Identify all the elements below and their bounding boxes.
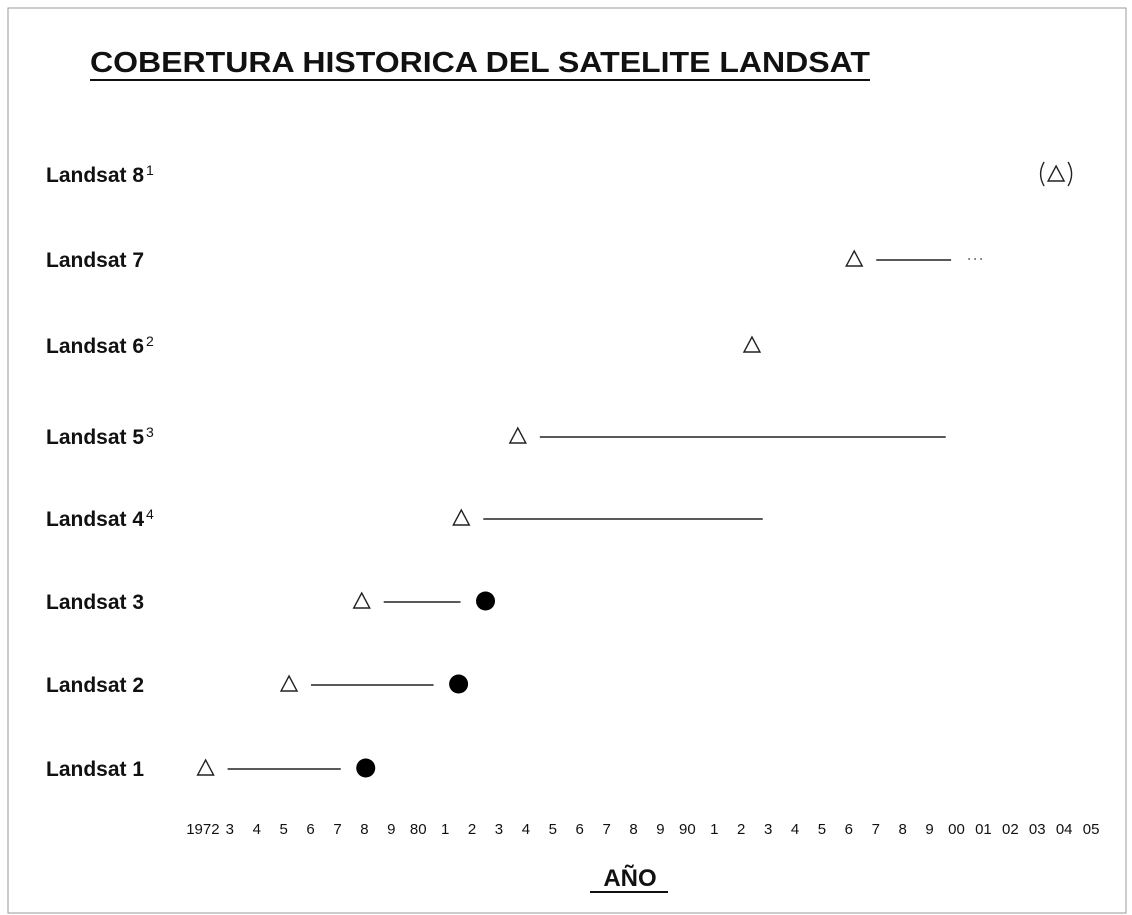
launch-marker: [1046, 164, 1066, 182]
chart-title: COBERTURA HISTORICA DEL SATELITE LANDSAT: [90, 47, 870, 79]
series-name: Landsat 4: [46, 508, 144, 531]
x-tick-label: 8: [360, 821, 368, 838]
footnote-mark: 4: [146, 506, 154, 522]
series-name: Landsat 6: [46, 335, 144, 358]
end-marker: [476, 591, 496, 611]
x-tick-label: 3: [764, 821, 772, 838]
x-tick-label: 1: [441, 821, 449, 838]
x-tick-label: 4: [253, 821, 261, 838]
launch-marker: [508, 426, 527, 444]
x-tick-label: 8: [629, 821, 637, 838]
continuation-dot: [980, 258, 983, 260]
x-tick-label: 3: [226, 821, 234, 838]
x-tick-label: 04: [1056, 821, 1073, 838]
x-tick-label: 03: [1029, 821, 1046, 838]
x-tick-label: 9: [387, 821, 395, 838]
launch-marker: [452, 508, 471, 526]
x-tick-label: 00: [948, 821, 965, 838]
series-name: Landsat 2: [46, 674, 144, 697]
x-axis-label: AÑO: [603, 864, 656, 892]
paren: [1039, 161, 1045, 187]
launch-marker: [352, 591, 371, 609]
series-name: Landsat 1: [46, 758, 144, 781]
x-tick-label: 2: [468, 821, 476, 838]
continuation-dot: [968, 258, 971, 260]
row-label: Landsat 2: [46, 674, 144, 697]
footnote-mark: 1: [146, 162, 154, 178]
x-tick-label: 1972: [186, 821, 219, 838]
x-tick-label: 9: [656, 821, 664, 838]
footnote-mark: 3: [146, 424, 154, 440]
x-tick-label: 8: [899, 821, 907, 838]
x-tick-label: 80: [410, 821, 427, 838]
launch-marker: [196, 758, 215, 776]
x-tick-label: 7: [602, 821, 610, 838]
x-tick-label: 7: [333, 821, 341, 838]
launch-marker: [742, 335, 762, 353]
row-label: Landsat 1: [46, 758, 144, 781]
x-tick-label: 7: [872, 821, 880, 838]
x-tick-label: 6: [306, 821, 314, 838]
footnote-mark: 2: [146, 333, 154, 349]
x-tick-label: 5: [549, 821, 557, 838]
x-tick-label: 2: [737, 821, 745, 838]
x-tick-label: 02: [1002, 821, 1019, 838]
end-marker: [449, 674, 469, 694]
paren: [1067, 161, 1073, 187]
x-tick-label: 05: [1083, 821, 1100, 838]
series-name: Landsat 3: [46, 591, 144, 614]
x-tick-label: 9: [925, 821, 933, 838]
x-tick-label: 5: [818, 821, 826, 838]
series-name: Landsat 5: [46, 426, 144, 449]
x-tick-label: 6: [845, 821, 853, 838]
row-label: Landsat 7: [46, 249, 144, 272]
x-tick-label: 1: [710, 821, 718, 838]
row-label: Landsat 3: [46, 591, 144, 614]
frame: [7, 7, 1127, 914]
x-tick-label: 01: [975, 821, 992, 838]
x-tick-label: 90: [679, 821, 696, 838]
continuation-dot: [974, 258, 977, 260]
x-tick-label: 4: [791, 821, 799, 838]
launch-marker: [279, 674, 299, 692]
x-tick-label: 3: [495, 821, 503, 838]
end-marker: [356, 758, 376, 778]
launch-marker: [845, 249, 864, 267]
x-tick-label: 6: [576, 821, 584, 838]
x-tick-label: 5: [279, 821, 287, 838]
series-name: Landsat 7: [46, 249, 144, 272]
x-tick-label: 4: [522, 821, 530, 838]
series-name: Landsat 8: [46, 164, 144, 187]
